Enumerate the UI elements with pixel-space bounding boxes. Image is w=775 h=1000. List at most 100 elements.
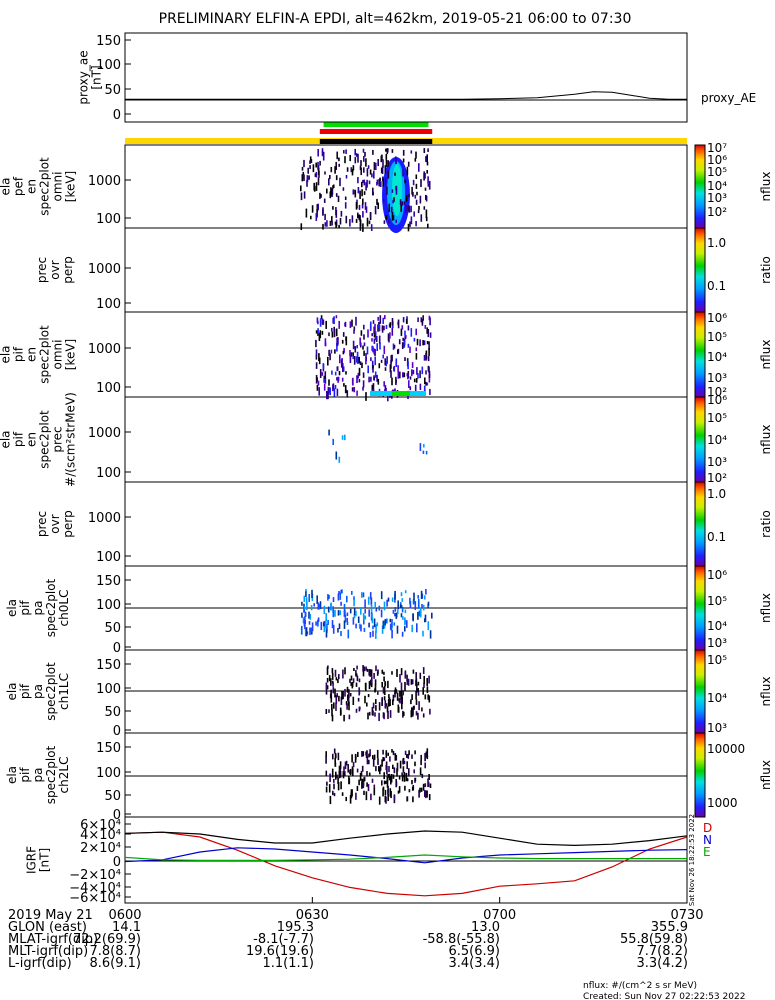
spec-pixel — [351, 789, 353, 797]
spec-pixel — [416, 623, 418, 633]
spec-pixel — [315, 171, 318, 178]
spec-pixel — [372, 758, 375, 767]
spec-pixel — [330, 187, 332, 197]
spec-pixel — [323, 383, 326, 391]
spec-pixel — [416, 338, 419, 346]
spec-pixel — [426, 327, 428, 334]
colorbar-strip — [694, 311, 706, 398]
spec-pixel — [330, 689, 332, 697]
spec-pixel — [344, 202, 347, 209]
spec-pixel — [426, 170, 428, 174]
spec-pixel — [427, 365, 430, 372]
spec-pixel — [352, 352, 354, 357]
spec-pixel — [402, 317, 405, 323]
spec-pixel — [386, 780, 389, 788]
ylabel-line: spec2plot — [38, 410, 52, 469]
spec-pixel — [399, 199, 402, 206]
spec-pixel — [341, 792, 344, 796]
spec-pixel — [417, 373, 419, 379]
spec-pixel — [401, 701, 403, 710]
spec-pixel — [338, 770, 341, 779]
spec-pixel — [390, 370, 392, 378]
spec-pixel — [392, 343, 395, 350]
spec-pixel — [363, 617, 365, 625]
ytick-label: −2×10⁴ — [69, 868, 121, 883]
spec-pixel — [330, 694, 333, 703]
spec-pixel — [353, 613, 356, 619]
spec-pixel — [425, 751, 428, 758]
spec-pixel — [375, 699, 377, 705]
spec-pixel — [300, 627, 303, 635]
ylabel: ela pif pa spec2plot ch0LC — [5, 578, 71, 637]
spec-pixel — [318, 332, 321, 342]
spec-pixel — [407, 678, 410, 686]
spec-pixel — [332, 384, 334, 389]
spec-pixel — [334, 762, 337, 767]
spec-pixel — [403, 711, 405, 716]
spec-pixel — [361, 592, 363, 598]
spec-pixel — [401, 606, 404, 613]
spec-pixel — [342, 363, 344, 373]
spec-pixel — [404, 179, 406, 184]
spec-pixel — [323, 605, 326, 614]
colorbar-pa2: 10000 1000 nflux — [694, 732, 773, 818]
spec-pixel — [406, 680, 409, 685]
spec-pixel — [426, 755, 429, 760]
spec-pixel — [355, 316, 357, 326]
spec-pixel — [355, 356, 358, 363]
spec-pixel — [303, 619, 306, 627]
spec-pixel — [402, 710, 404, 718]
colorbar-label: 10⁵ — [707, 330, 727, 344]
spec-pixel — [341, 339, 344, 344]
spec-pixel — [398, 786, 401, 793]
spec-pixel — [329, 387, 331, 392]
ylabel-line: pa — [31, 601, 45, 616]
spec-pixel — [380, 181, 382, 187]
spec-pixel — [330, 167, 333, 173]
spec-pixel — [411, 694, 413, 700]
spec-pixel — [344, 667, 346, 675]
spec-pixel — [305, 588, 307, 593]
colorbar-label: 1.0 — [707, 236, 726, 250]
spec-pixel — [388, 219, 390, 224]
spec-pixel — [353, 607, 356, 616]
spec-pixel — [421, 366, 424, 375]
spec-pixel — [349, 795, 352, 804]
spec-pixel — [371, 384, 374, 391]
spec-pixel — [406, 761, 408, 770]
spec-pixel — [350, 167, 353, 173]
spec-pixel — [356, 785, 359, 791]
colorbar-title: nflux — [759, 593, 773, 623]
spec-pixel — [305, 591, 307, 597]
spec-pixel — [375, 162, 377, 170]
spec-pixel — [368, 681, 371, 690]
spec-pixel — [336, 388, 339, 396]
colorbar-ratio1: 1.0 0.1 ratio — [694, 227, 773, 313]
spec-pixel — [397, 371, 400, 379]
spec-pixel — [426, 686, 429, 694]
spec-pixel — [384, 619, 386, 626]
ylabel-line: perp — [61, 510, 75, 538]
ylabel-line: ela — [5, 682, 19, 700]
spec-pixel — [425, 195, 428, 202]
spec-pixel — [301, 166, 304, 171]
spec-pixel — [362, 592, 365, 598]
spec-pixel — [424, 783, 427, 788]
spec-pixel — [383, 220, 386, 224]
spec-pixel — [401, 774, 404, 782]
spec-pixel — [378, 702, 381, 711]
ylabel: prec ovr perp — [35, 256, 75, 284]
spec-pixel — [346, 686, 349, 691]
spec-pixel — [386, 356, 388, 364]
spec-pixel — [339, 592, 342, 600]
spec-pixel — [389, 623, 392, 630]
spec-pixel — [365, 682, 367, 691]
spec-pixel — [423, 340, 426, 346]
spec-pixel — [380, 359, 383, 363]
spec-pixel — [321, 148, 324, 157]
spec-pixel — [370, 683, 373, 688]
spec-pixel — [391, 189, 394, 193]
spec-pixel — [378, 363, 381, 369]
spec-pixel — [331, 714, 334, 722]
ylabel-line: ela — [0, 430, 13, 448]
